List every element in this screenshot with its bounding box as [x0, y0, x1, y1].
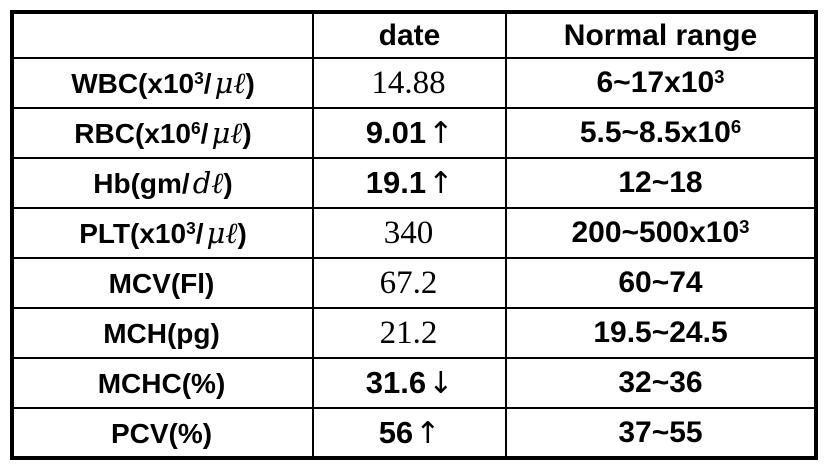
table-row-mchc: MCHC(%) 31.6↓ 32~36: [11, 357, 817, 409]
value-number: 21.2: [379, 314, 438, 351]
label-text: ): [237, 217, 247, 249]
label-unit: dℓ: [192, 165, 224, 200]
row-label: RBC(x106/μℓ): [11, 107, 314, 159]
label-text: MCHC(%): [97, 368, 226, 399]
row-value: 56↑: [312, 407, 507, 459]
label-text: RBC(x10: [74, 117, 191, 149]
value-number: 9.01: [365, 115, 427, 150]
value-number: 56: [378, 414, 414, 450]
label-text: PLT(x10: [79, 217, 187, 249]
row-value: 19.1↑: [312, 157, 507, 209]
label-text: ): [242, 117, 252, 149]
row-label: WBC(x103/μℓ): [11, 57, 314, 109]
row-normal-range: 200~500x103: [505, 207, 817, 259]
range-text: 12~18: [618, 166, 703, 199]
table-row-plt: PLT(x103/μℓ) 340 200~500x103: [11, 207, 817, 259]
label-superscript: 3: [186, 218, 196, 239]
label-slash: /: [203, 67, 212, 99]
value-number: 340: [383, 214, 434, 251]
table-row-mcv: MCV(Fl) 67.2 60~74: [11, 257, 817, 309]
range-superscript: 3: [739, 216, 750, 238]
row-label: PLT(x103/μℓ): [11, 207, 314, 259]
range-text: 60~74: [618, 266, 703, 299]
trend-arrow: ↓: [428, 366, 454, 401]
row-value: 14.88: [312, 57, 507, 109]
row-normal-range: 60~74: [505, 257, 817, 309]
range-text: 37~55: [618, 415, 703, 449]
value-number: 31.6: [365, 365, 427, 400]
row-normal-range: 19.5~24.5: [505, 307, 817, 359]
label-text: MCV(Fl): [108, 268, 215, 299]
label-unit: μℓ: [214, 65, 246, 100]
label-text: ): [245, 67, 255, 99]
label-text: PCV(%): [110, 417, 213, 449]
row-value: 9.01↑: [312, 107, 507, 159]
row-label: PCV(%): [11, 407, 314, 459]
table-row-hb: Hb(gm/dℓ) 19.1↑ 12~18: [11, 157, 817, 209]
row-label: MCHC(%): [11, 357, 314, 409]
range-text: 200~500x10: [571, 216, 740, 249]
row-label: MCV(Fl): [11, 257, 314, 309]
label-unit: μℓ: [211, 115, 243, 150]
row-value: 340: [312, 207, 507, 259]
row-normal-range: 32~36: [505, 357, 817, 409]
trend-arrow: ↑: [428, 166, 454, 201]
header-normal-range: Normal range: [505, 11, 817, 59]
header-row: date Normal range: [11, 11, 817, 59]
label-slash: /: [200, 117, 209, 149]
label-superscript: 3: [194, 68, 204, 89]
label-text: MCH(pg): [103, 318, 220, 349]
value-number: 19.1: [365, 165, 427, 200]
row-value: 67.2: [312, 257, 507, 309]
label-superscript: 6: [191, 118, 201, 139]
range-text: 6~17x10: [596, 66, 715, 99]
row-normal-range: 5.5~8.5x106: [505, 107, 817, 159]
label-text: Hb(gm/: [93, 167, 190, 199]
range-superscript: 3: [714, 66, 725, 88]
header-date: date: [312, 11, 507, 59]
label-text: ): [223, 167, 233, 199]
table-row-rbc: RBC(x106/μℓ) 9.01↑ 5.5~8.5x106: [11, 107, 817, 159]
value-number: 14.88: [371, 64, 446, 101]
table-row-wbc: WBC(x103/μℓ) 14.88 6~17x103: [11, 57, 817, 109]
label-unit: μℓ: [206, 215, 238, 250]
range-superscript: 6: [730, 116, 742, 138]
row-label: Hb(gm/dℓ): [11, 157, 314, 209]
label-text: WBC(x10: [71, 67, 195, 99]
range-text: 32~36: [618, 366, 703, 399]
row-value: 31.6↓: [312, 357, 507, 409]
value-number: 67.2: [379, 264, 438, 301]
row-normal-range: 12~18: [505, 157, 817, 209]
trend-arrow: ↑: [428, 116, 454, 151]
label-slash: /: [195, 217, 204, 249]
row-label: MCH(pg): [11, 307, 314, 359]
trend-arrow: ↑: [415, 415, 441, 451]
range-text: 19.5~24.5: [593, 316, 728, 349]
table-row-mch: MCH(pg) 21.2 19.5~24.5: [11, 307, 817, 359]
header-parameter-empty: [11, 11, 314, 59]
table-row-pcv: PCV(%) 56↑ 37~55: [11, 407, 817, 459]
cbc-lab-results-table: date Normal range WBC(x103/μℓ) 14.88 6~1…: [10, 10, 818, 460]
row-normal-range: 6~17x103: [505, 57, 817, 109]
row-value: 21.2: [312, 307, 507, 359]
range-text: 5.5~8.5x10: [579, 116, 731, 149]
row-normal-range: 37~55: [505, 407, 817, 459]
